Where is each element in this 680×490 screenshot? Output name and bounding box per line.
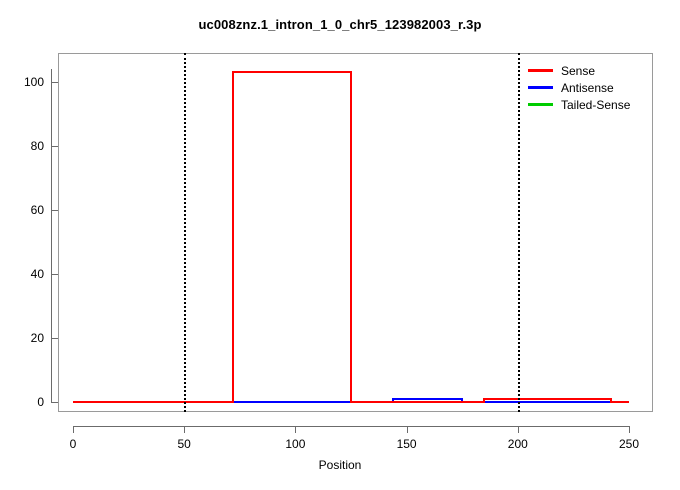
series-riser: [350, 71, 352, 403]
y-axis-line: [51, 69, 52, 403]
x-axis-title: Position: [318, 458, 362, 472]
y-tick-label: 0: [37, 395, 44, 409]
series-segment: [73, 401, 234, 403]
y-tick-label: 80: [30, 139, 44, 153]
y-tick-mark: [51, 274, 58, 275]
series-segment: [233, 71, 351, 74]
plot-frame: [58, 53, 653, 412]
legend-item: Sense: [528, 62, 658, 79]
series-riser: [483, 397, 486, 403]
x-tick-label: 150: [396, 437, 417, 451]
y-tick-label: 20: [30, 331, 44, 345]
legend-swatch-icon: [528, 103, 553, 106]
x-tick-mark: [73, 426, 74, 433]
y-tick-label: 40: [30, 267, 44, 281]
series-riser: [610, 397, 613, 403]
x-tick-mark: [184, 426, 186, 433]
y-tick-mark: [51, 146, 58, 147]
y-tick-label: 60: [30, 203, 44, 217]
series-segment: [484, 397, 612, 400]
x-tick-label: 200: [507, 437, 528, 451]
x-tick-label: 100: [285, 437, 306, 451]
series-segment: [462, 401, 629, 403]
series-segment: [393, 397, 463, 400]
x-tick-mark: [517, 426, 519, 433]
x-tick-label: 250: [618, 437, 640, 451]
legend-swatch-icon: [528, 86, 553, 89]
x-tick-mark: [406, 426, 408, 433]
series-segment: [611, 401, 629, 403]
y-tick-mark: [51, 338, 58, 339]
y-tick-mark: [51, 210, 58, 211]
x-tick-mark: [629, 426, 630, 433]
y-axis: 0 20 40 60 80 100: [0, 0, 44, 490]
legend-swatch-icon: [528, 69, 553, 72]
series-riser: [232, 71, 235, 403]
x-tick-label: 0: [69, 437, 77, 451]
annotation-vline: [517, 53, 520, 412]
chart-legend: Sense Antisense Tailed-Sense: [528, 62, 658, 113]
x-tick-label: 50: [177, 437, 191, 451]
series-riser: [392, 397, 395, 403]
annotation-vline: [184, 53, 187, 412]
legend-item: Antisense: [528, 79, 658, 96]
x-axis-line: [73, 426, 629, 427]
legend-label: Tailed-Sense: [561, 97, 631, 112]
y-tick-mark: [51, 82, 58, 83]
legend-label: Antisense: [561, 80, 614, 95]
legend-label: Sense: [561, 63, 596, 78]
x-tick-mark: [295, 426, 297, 433]
plot-area: [58, 53, 653, 412]
y-tick-mark: [51, 402, 58, 403]
chart-title: uc008znz.1_intron_1_0_chr5_123982003_r.3…: [198, 17, 482, 32]
legend-item: Tailed-Sense: [528, 96, 658, 113]
y-tick-label: 100: [23, 75, 44, 89]
series-riser: [461, 397, 464, 403]
series-segment: [351, 401, 485, 403]
